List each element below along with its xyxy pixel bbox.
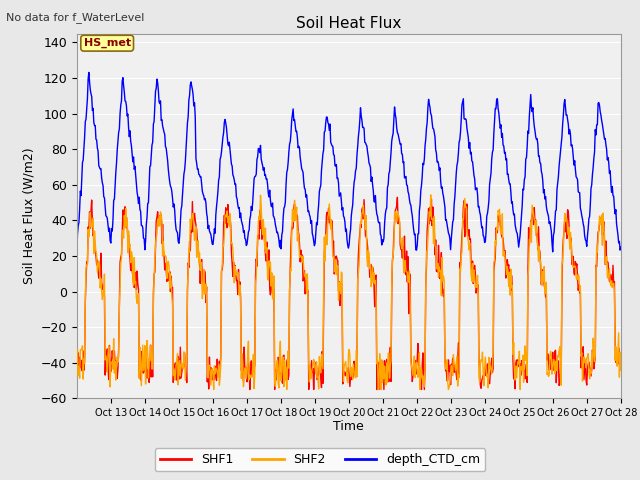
Title: Soil Heat Flux: Soil Heat Flux <box>296 16 401 31</box>
Legend: SHF1, SHF2, depth_CTD_cm: SHF1, SHF2, depth_CTD_cm <box>155 448 485 471</box>
Y-axis label: Soil Heat Flux (W/m2): Soil Heat Flux (W/m2) <box>22 148 35 284</box>
X-axis label: Time: Time <box>333 420 364 432</box>
Text: No data for f_WaterLevel: No data for f_WaterLevel <box>6 12 145 23</box>
Text: HS_met: HS_met <box>84 38 131 48</box>
